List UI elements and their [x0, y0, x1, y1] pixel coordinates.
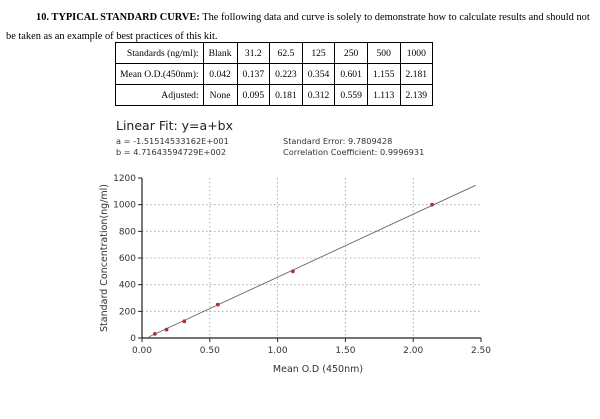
y-tick-label: 1000: [113, 201, 136, 211]
section-heading: 10. TYPICAL STANDARD CURVE:: [36, 12, 200, 23]
fit-standard-error: Standard Error: 9.7809428: [283, 136, 393, 146]
y-tick-label: 200: [119, 307, 136, 317]
table-cell: None: [202, 84, 238, 106]
x-axis-label: Mean O.D (450nm): [273, 364, 363, 375]
y-tick-label: 0: [130, 334, 136, 344]
data-point: [152, 331, 157, 336]
table-cell: 2.139: [399, 84, 434, 106]
table-row: Mean O.D.(450nm): 0.042 0.137 0.223 0.354 0.6…: [115, 63, 434, 85]
table-row: Adjusted: None 0.095 0.181 0.312 0.559 1.113 2.…: [115, 84, 434, 106]
data-point: [291, 269, 295, 274]
fit-correlation: Correlation Coefficient: 0.9996931: [283, 147, 425, 157]
x-tick-label: 1.00: [268, 346, 288, 356]
fit-coefficient-b: b = 4.71643594729E+002: [116, 147, 227, 157]
data-point: [430, 202, 434, 207]
intro-paragraph: 10. TYPICAL STANDARD CURVE: The followin…: [6, 8, 594, 46]
y-tick-label: 1200: [113, 174, 136, 184]
table-cell: 0.042: [202, 63, 238, 85]
y-tick-label: 400: [119, 281, 136, 291]
data-points: [152, 202, 434, 336]
x-tick-label: 2.00: [403, 346, 423, 356]
x-tick-label: 0.50: [200, 346, 220, 356]
table-cell: 0.559: [334, 84, 368, 106]
y-tick-label: 600: [119, 254, 136, 264]
chart-grid: [142, 178, 481, 338]
x-tick-label: 1.50: [335, 346, 355, 356]
fit-coefficient-a: a = -1.51514533162E+001: [116, 136, 229, 146]
fit-line-group: [148, 184, 476, 338]
fit-line: [148, 184, 476, 338]
data-point: [164, 327, 169, 332]
data-point: [215, 302, 220, 307]
data-point: [182, 319, 187, 324]
y-axis-label: Standard Concentration(ng/ml): [99, 184, 110, 332]
x-tick-label: 2.50: [471, 346, 491, 356]
x-tick-label: 0.00: [132, 346, 152, 356]
y-tick-label: 800: [119, 227, 136, 237]
standards-table: Standards (ng/ml): Blank 31.2 62.5 125 250 500…: [115, 42, 434, 106]
intro-text: The following data and curve is solely t…: [6, 12, 590, 42]
chart-ticks: 0.00 0.50 1.00 1.50 2.00 2.50 0 200 400 600 800 100…: [113, 174, 491, 356]
fit-title: Linear Fit: y=a+bx: [116, 118, 233, 133]
standards-table-body: Standards (ng/ml): Blank 31.2 62.5 125 250 500…: [115, 42, 434, 106]
